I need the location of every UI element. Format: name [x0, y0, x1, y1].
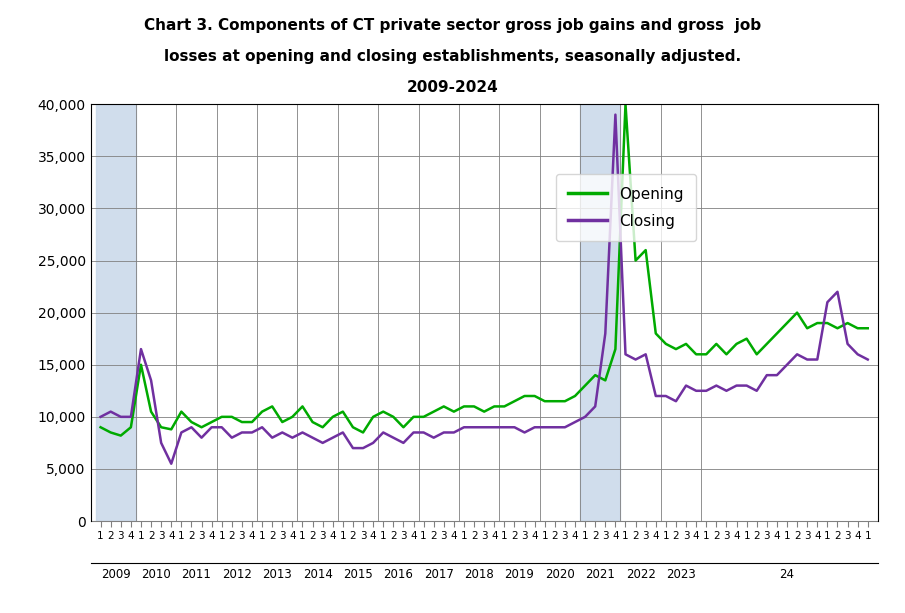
Text: losses at opening and closing establishments, seasonally adjusted.: losses at opening and closing establishm… [164, 49, 741, 64]
Text: Chart 3. Components of CT private sector gross job gains and gross  job: Chart 3. Components of CT private sector… [144, 18, 761, 33]
Bar [580, 104, 621, 521]
Text: 2009-2024: 2009-2024 [406, 80, 499, 94]
Legend: Opening, Closing: Opening, Closing [557, 174, 696, 241]
Bar [96, 104, 136, 521]
